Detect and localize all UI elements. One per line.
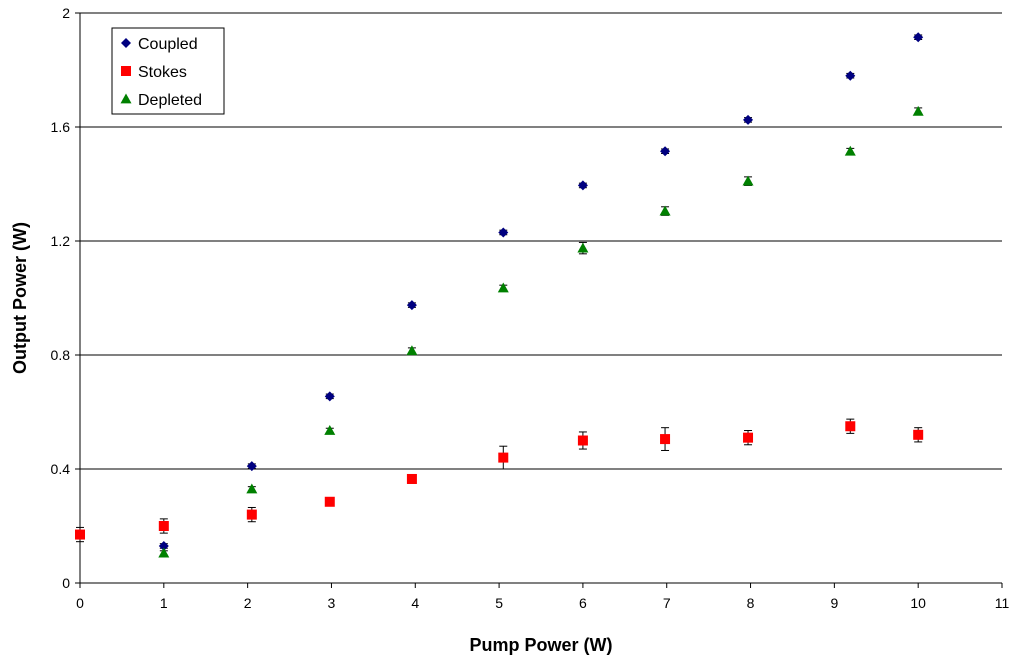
x-tick-label: 11	[995, 595, 1010, 611]
point-depleted	[659, 205, 671, 216]
x-tick-label: 4	[411, 595, 419, 611]
point-coupled	[324, 391, 335, 402]
point-depleted	[246, 483, 258, 494]
x-tick-label: 10	[910, 595, 926, 611]
point-coupled	[743, 114, 754, 125]
point-coupled	[845, 70, 856, 81]
point-depleted	[577, 242, 589, 253]
point-coupled	[158, 540, 169, 551]
y-tick-label: 1.6	[51, 119, 71, 135]
x-tick-label: 3	[328, 595, 336, 611]
y-axis-title: Output Power (W)	[10, 222, 30, 374]
point-stokes	[577, 435, 588, 446]
point-stokes	[913, 429, 924, 440]
y-tick-label: 0.4	[51, 461, 71, 477]
point-coupled	[498, 227, 509, 238]
point-coupled	[660, 146, 671, 157]
point-coupled	[577, 180, 588, 191]
legend-label-depleted: Depleted	[138, 92, 202, 109]
data-points	[75, 32, 924, 558]
x-tick-label: 8	[747, 595, 755, 611]
point-coupled	[913, 32, 924, 43]
point-coupled	[406, 300, 417, 311]
y-tick-label: 0	[62, 575, 70, 591]
point-depleted	[844, 145, 856, 156]
point-depleted	[912, 105, 924, 116]
y-tick-label: 1.2	[51, 233, 71, 249]
legend-label-stokes: Stokes	[138, 64, 187, 81]
point-stokes	[324, 496, 335, 507]
x-tick-label: 6	[579, 595, 587, 611]
point-depleted	[497, 282, 509, 293]
point-depleted	[742, 175, 754, 186]
point-stokes	[743, 432, 754, 443]
x-tick-label: 2	[244, 595, 252, 611]
gridlines	[80, 12, 1002, 470]
legend-marker-coupled	[121, 38, 131, 48]
series-depleted	[158, 105, 924, 558]
x-tick-label: 0	[76, 595, 84, 611]
point-stokes	[75, 529, 85, 540]
point-stokes	[660, 434, 671, 445]
y-tick-label: 2	[62, 5, 70, 21]
y-tick-label: 0.8	[51, 347, 71, 363]
point-stokes	[498, 452, 509, 463]
point-stokes	[246, 509, 257, 520]
legend-marker-stokes	[121, 66, 131, 76]
x-tick-label: 1	[160, 595, 168, 611]
axes: 0 0.4 0.8 1.2 1.6 2 0 1 2 3 4 5 6 7 8 9 10 11	[51, 5, 1010, 611]
x-axis-title: Pump Power (W)	[470, 635, 613, 655]
x-tick-label: 7	[663, 595, 671, 611]
point-stokes	[158, 521, 169, 531]
series-stokes	[75, 418, 924, 543]
point-depleted	[158, 547, 170, 558]
legend-label-coupled: Coupled	[138, 36, 198, 53]
point-depleted	[324, 425, 336, 435]
x-tick-label: 5	[495, 595, 503, 611]
point-depleted	[406, 345, 418, 356]
point-coupled	[246, 461, 257, 472]
legend: Coupled Stokes Depleted	[111, 27, 225, 115]
legend-marker-depleted	[120, 93, 132, 104]
x-tick-label: 9	[830, 595, 838, 611]
point-stokes	[845, 421, 856, 432]
series-coupled	[158, 32, 924, 551]
point-stokes	[406, 473, 417, 484]
